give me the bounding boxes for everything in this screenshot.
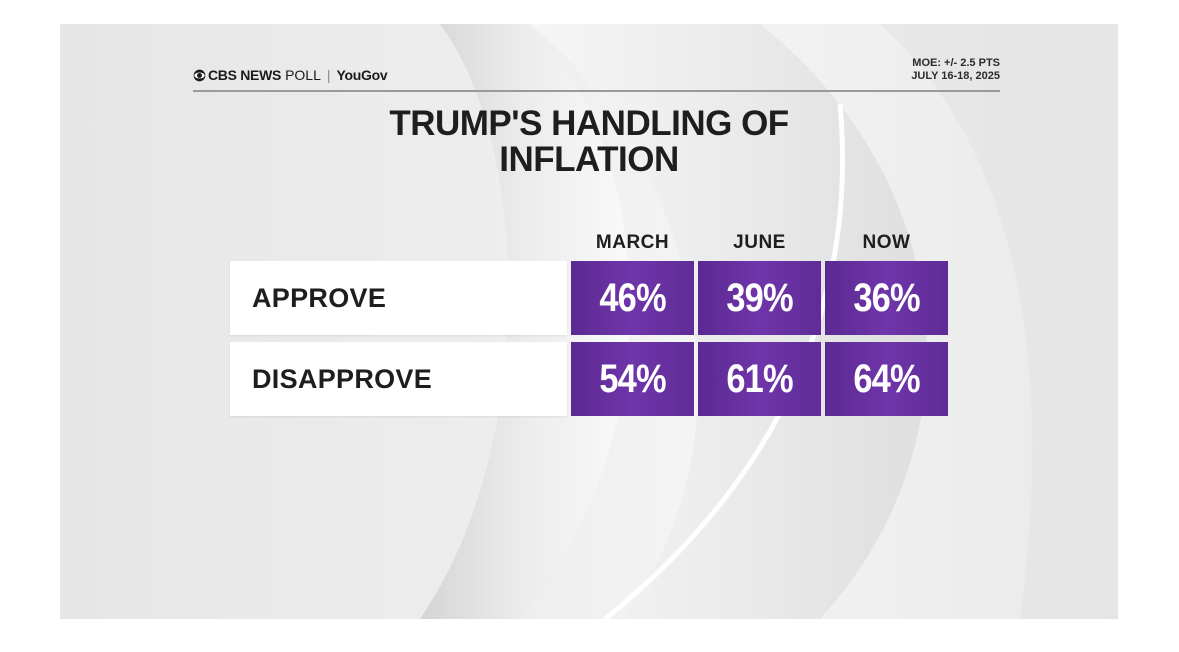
title-line-1: TRUMP'S HANDLING OF [389,104,789,143]
brand-cbs-news: CBS NEWS [208,67,282,83]
cell-approve-march: 46% [571,261,694,335]
header-divider [193,90,1000,92]
margin-of-error: MOE: +/- 2.5 PTS [912,57,1000,69]
brand-poll: POLL [285,67,321,83]
row-label-disapprove: DISAPPROVE [230,342,567,416]
poll-meta: MOE: +/- 2.5 PTS JULY 16-18, 2025 [911,57,1000,83]
cbs-eye-icon [193,69,206,81]
column-header-june: JUNE [733,232,786,253]
brand-separator: | [326,67,331,83]
poll-dates: JULY 16-18, 2025 [911,70,1000,82]
column-header-march: MARCH [595,232,670,253]
row-label-approve: APPROVE [230,261,567,335]
column-header-now: NOW [862,232,911,253]
cell-approve-now: 36% [825,261,948,335]
value-approve-june: 39% [726,275,793,320]
brand-yougov: YouGov [336,67,388,83]
value-approve-now: 36% [853,275,920,320]
title-line-2: INFLATION [499,140,679,179]
cell-disapprove-june: 61% [698,342,821,416]
value-disapprove-now: 64% [853,356,920,401]
poll-graphic: CBS NEWS POLL | YouGov MOE: +/- 2.5 PTS … [60,24,1118,619]
value-approve-march: 46% [599,275,666,320]
cell-disapprove-now: 64% [825,342,948,416]
brand-logo: CBS NEWS POLL | YouGov [193,65,388,85]
value-disapprove-march: 54% [599,356,666,401]
cell-approve-june: 39% [698,261,821,335]
chart-title: TRUMP'S HANDLING OF INFLATION [60,106,1118,178]
cell-disapprove-march: 54% [571,342,694,416]
value-disapprove-june: 61% [726,356,793,401]
